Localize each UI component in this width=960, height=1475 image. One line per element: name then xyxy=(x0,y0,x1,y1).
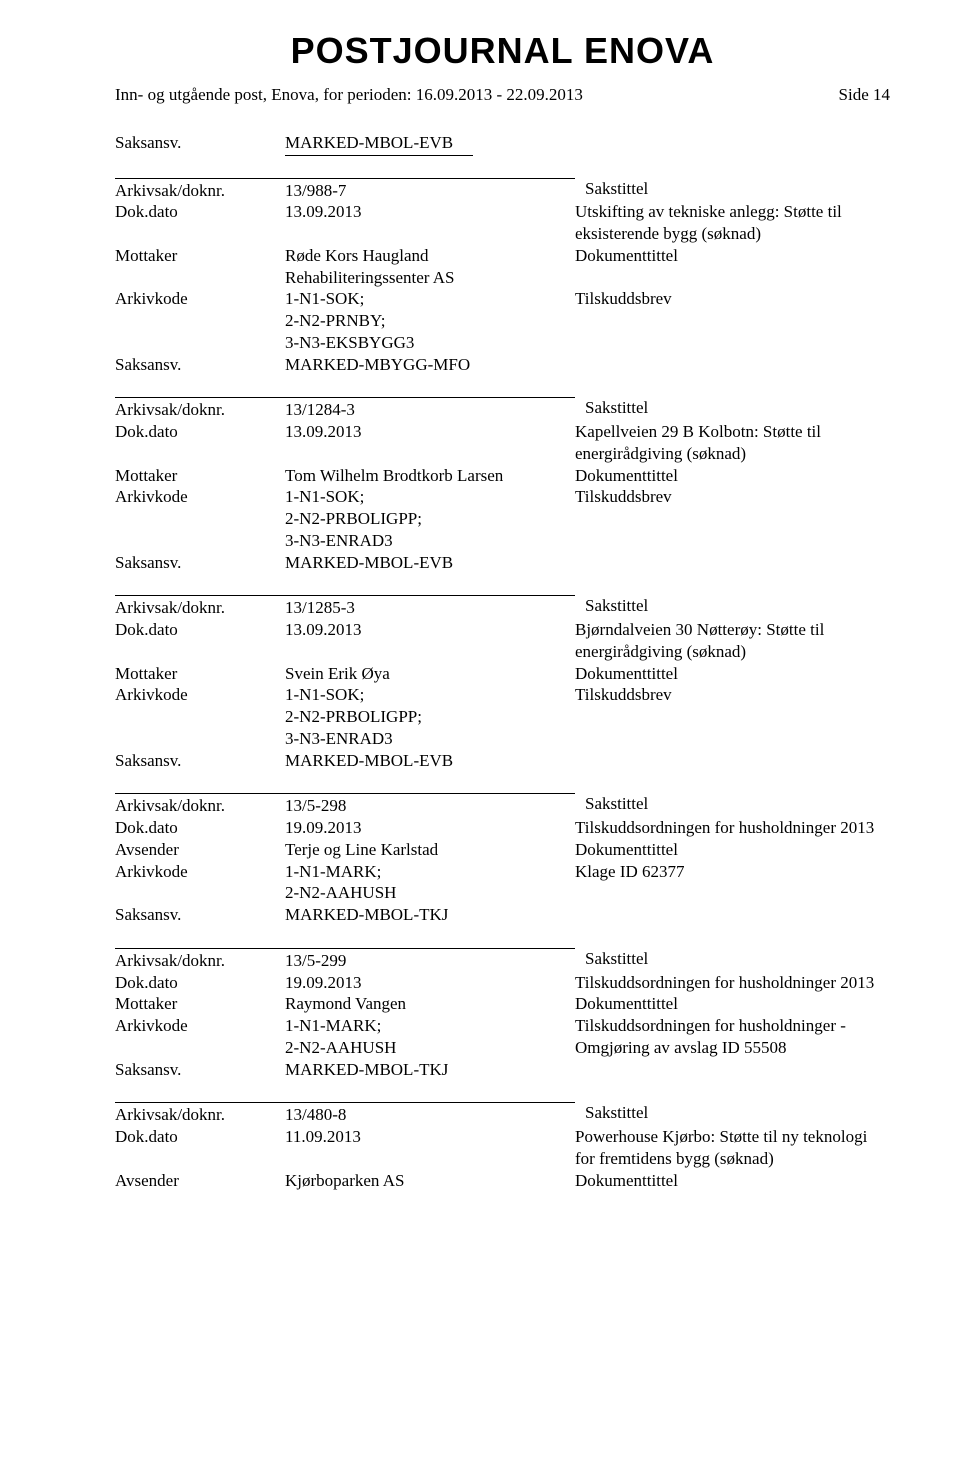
saksansv-value: MARKED-MBOL-EVB xyxy=(285,132,473,156)
arkivkode-label: Arkivkode xyxy=(115,288,285,310)
sakstittel-label: Sakstittel xyxy=(575,595,890,617)
arkivsak-value: 13/5-298 xyxy=(285,793,575,817)
arkivkode-label: Arkivkode xyxy=(115,1015,285,1037)
arkivsak-label: Arkivsak/doknr. xyxy=(115,595,285,619)
party-label: Avsender xyxy=(115,839,285,861)
journal-title: POSTJOURNAL ENOVA xyxy=(115,28,890,74)
sakstittel-label: Sakstittel xyxy=(575,793,890,815)
arkivkode-label: Arkivkode xyxy=(115,684,285,706)
records-container: Arkivsak/doknr.13/988-7SakstittelDok.dat… xyxy=(115,178,890,1192)
sakstittel-value: Tilskuddsordningen for husholdninger 201… xyxy=(565,817,890,839)
dokdato-value: 13.09.2013 xyxy=(285,421,565,443)
sakstittel-label: Sakstittel xyxy=(575,1102,890,1124)
sakstittel-label: Sakstittel xyxy=(575,397,890,419)
arkivsak-value: 13/5-299 xyxy=(285,948,575,972)
record: Arkivsak/doknr.13/5-298Sakstittel Dok.dat… xyxy=(115,793,890,926)
arkivsak-label: Arkivsak/doknr. xyxy=(115,1102,285,1126)
party-label: Mottaker xyxy=(115,993,285,1015)
saksansv-value: MARKED-MBYGG-MFO xyxy=(285,354,565,376)
dokumenttittel-label: Dokumenttittel xyxy=(565,1170,890,1192)
arkivsak-label: Arkivsak/doknr. xyxy=(115,397,285,421)
dokdato-value: 13.09.2013 xyxy=(285,619,565,641)
sakstittel-value: Powerhouse Kjørbo: Støtte til ny teknolo… xyxy=(565,1126,890,1170)
dokdato-label: Dok.dato xyxy=(115,619,285,641)
saksansv-label: Saksansv. xyxy=(115,750,285,772)
saksansv-value: MARKED-MBOL-TKJ xyxy=(285,904,565,926)
record: Arkivsak/doknr.13/1285-3Sakstittel Dok.da… xyxy=(115,595,890,771)
dokdato-value: 11.09.2013 xyxy=(285,1126,565,1148)
record: Arkivsak/doknr.13/480-8Sakstittel Dok.dat… xyxy=(115,1102,890,1191)
arkivsak-value: 13/1284-3 xyxy=(285,397,575,421)
arkivkode-value: 1-N1-SOK; 2-N2-PRNBY; 3-N3-EKSBYGG3 xyxy=(285,288,565,353)
party-value: Raymond Vangen xyxy=(285,993,565,1015)
saksansv-label: Saksansv. xyxy=(115,1059,285,1081)
party-label: Mottaker xyxy=(115,245,285,267)
arkivkode-label: Arkivkode xyxy=(115,486,285,508)
arkivsak-label: Arkivsak/doknr. xyxy=(115,948,285,972)
sakstittel-value: Bjørndalveien 30 Nøtterøy: Støtte til en… xyxy=(565,619,890,663)
party-value: Terje og Line Karlstad xyxy=(285,839,565,861)
arkivkode-value: 1-N1-SOK; 2-N2-PRBOLIGPP; 3-N3-ENRAD3 xyxy=(285,684,565,749)
dokdato-label: Dok.dato xyxy=(115,201,285,223)
arkivkode-value: 1-N1-SOK; 2-N2-PRBOLIGPP; 3-N3-ENRAD3 xyxy=(285,486,565,551)
saksansv-label: Saksansv. xyxy=(115,904,285,926)
dokdato-label: Dok.dato xyxy=(115,1126,285,1148)
party-value: Røde Kors Haugland Rehabiliteringssenter… xyxy=(285,245,565,289)
dokumenttittel-label: Dokumenttittel xyxy=(565,245,890,267)
dokumenttittel-value: Tilskuddsordningen for husholdninger - O… xyxy=(565,1015,890,1059)
sakstittel-value: Kapellveien 29 B Kolbotn: Støtte til ene… xyxy=(565,421,890,465)
subheader: Inn- og utgående post, Enova, for period… xyxy=(115,84,890,106)
sakstittel-label: Sakstittel xyxy=(575,948,890,970)
dokumenttittel-label: Dokumenttittel xyxy=(565,993,890,1015)
party-value: Tom Wilhelm Brodtkorb Larsen xyxy=(285,465,565,487)
sakstittel-value: Tilskuddsordningen for husholdninger 201… xyxy=(565,972,890,994)
arkivkode-value: 1-N1-MARK; 2-N2-AAHUSH xyxy=(285,1015,565,1059)
arkivsak-value: 13/1285-3 xyxy=(285,595,575,619)
arkivsak-label: Arkivsak/doknr. xyxy=(115,793,285,817)
saksansv-label: Saksansv. xyxy=(115,132,285,156)
dokdato-value: 19.09.2013 xyxy=(285,972,565,994)
dokumenttittel-value: Klage ID 62377 xyxy=(565,861,890,883)
party-label: Avsender xyxy=(115,1170,285,1192)
dokumenttittel-value: Tilskuddsbrev xyxy=(565,684,890,706)
saksansv-label: Saksansv. xyxy=(115,552,285,574)
record: Arkivsak/doknr.13/988-7Sakstittel Dok.dat… xyxy=(115,178,890,376)
record: Arkivsak/doknr.13/1284-3Sakstittel Dok.da… xyxy=(115,397,890,573)
record: Arkivsak/doknr.13/5-299Sakstittel Dok.dat… xyxy=(115,948,890,1081)
dokdato-label: Dok.dato xyxy=(115,817,285,839)
page: POSTJOURNAL ENOVA Inn- og utgående post,… xyxy=(0,0,960,1231)
party-label: Mottaker xyxy=(115,663,285,685)
dokdato-value: 19.09.2013 xyxy=(285,817,565,839)
arkivsak-value: 13/480-8 xyxy=(285,1102,575,1126)
arkivkode-label: Arkivkode xyxy=(115,861,285,883)
saksansv-value: MARKED-MBOL-TKJ xyxy=(285,1059,565,1081)
dokdato-label: Dok.dato xyxy=(115,972,285,994)
dokumenttittel-value: Tilskuddsbrev xyxy=(565,288,890,310)
page-number: Side 14 xyxy=(839,84,890,106)
carry-block: Saksansv. MARKED-MBOL-EVB xyxy=(115,132,890,156)
party-value: Svein Erik Øya xyxy=(285,663,565,685)
dokdato-value: 13.09.2013 xyxy=(285,201,565,223)
dokdato-label: Dok.dato xyxy=(115,421,285,443)
dokumenttittel-label: Dokumenttittel xyxy=(565,839,890,861)
saksansv-label: Saksansv. xyxy=(115,354,285,376)
saksansv-value: MARKED-MBOL-EVB xyxy=(285,552,565,574)
sakstittel-value: Utskifting av tekniske anlegg: Støtte ti… xyxy=(565,201,890,245)
dokumenttittel-value: Tilskuddsbrev xyxy=(565,486,890,508)
period-text: Inn- og utgående post, Enova, for period… xyxy=(115,84,583,106)
party-value: Kjørboparken AS xyxy=(285,1170,565,1192)
party-label: Mottaker xyxy=(115,465,285,487)
arkivsak-label: Arkivsak/doknr. xyxy=(115,178,285,202)
saksansv-value: MARKED-MBOL-EVB xyxy=(285,750,565,772)
sakstittel-label: Sakstittel xyxy=(575,178,890,200)
arkivkode-value: 1-N1-MARK; 2-N2-AAHUSH xyxy=(285,861,565,905)
dokumenttittel-label: Dokumenttittel xyxy=(565,465,890,487)
arkivsak-value: 13/988-7 xyxy=(285,178,575,202)
dokumenttittel-label: Dokumenttittel xyxy=(565,663,890,685)
